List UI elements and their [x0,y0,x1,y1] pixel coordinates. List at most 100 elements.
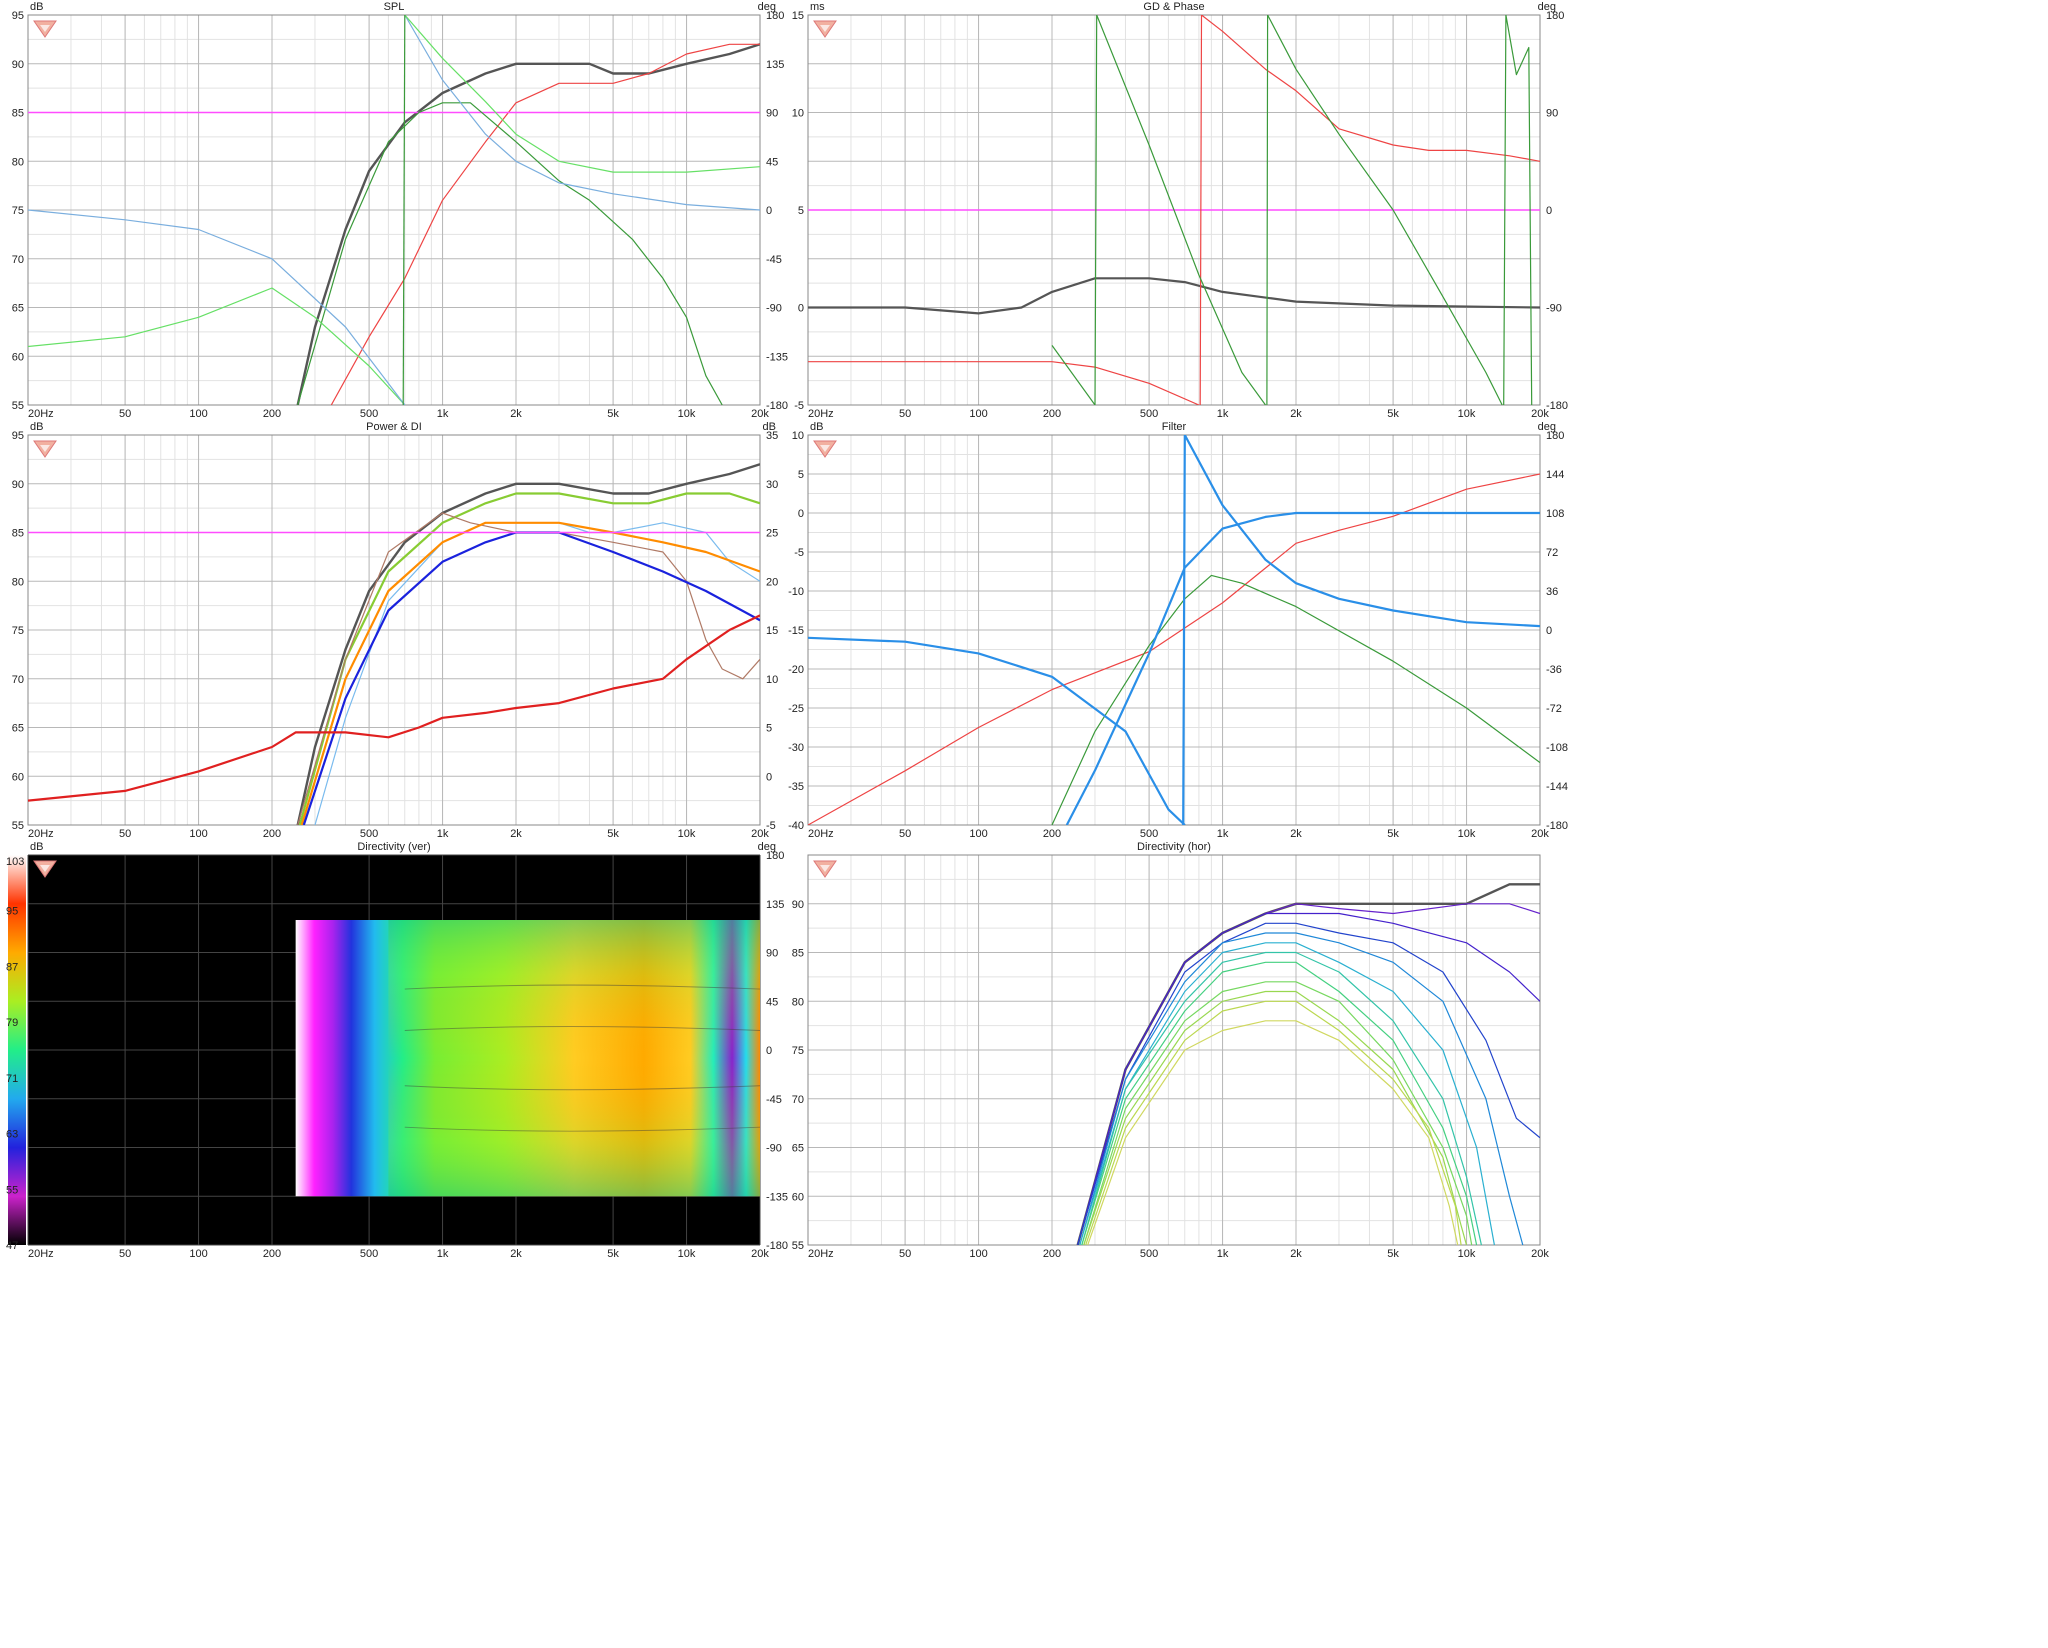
x-tick-label: 20k [751,828,769,840]
heatmap-contour-line [404,1026,761,1031]
x-tick-label: 50 [899,408,911,420]
x-tick-label: 20Hz [28,408,54,420]
y-tick-label: 70 [12,254,24,266]
panel-title: GD & Phase [1143,1,1204,13]
x-tick-label: 5k [607,1248,619,1260]
series-line-4 [28,287,406,405]
x-tick-label: 2k [1290,408,1302,420]
y2-tick-label: 35 [766,430,778,442]
series-line-6 [1081,951,1482,1245]
y2-tick-label: 30 [766,479,778,491]
y2-tick-label: -72 [1546,703,1562,715]
heart-shield-logo-icon [813,860,837,878]
x-tick-label: 50 [119,408,131,420]
unit-left-label: dB [810,421,823,433]
y2-tick-label: 0 [766,1045,772,1057]
series-line-0 [808,277,1540,315]
series-line-9 [1083,990,1468,1245]
y-tick-label: 90 [12,59,24,71]
y2-tick-label: 180 [1546,430,1564,442]
y-tick-label: -5 [794,400,804,412]
y2-tick-label: -5 [766,820,776,832]
x-tick-label: 5k [1387,408,1399,420]
series-line-2 [808,361,1200,405]
colorbar [8,855,26,1245]
y-tick-label: -40 [788,820,804,832]
x-tick-label: 10k [678,408,696,420]
unit-left-label: dB [30,841,43,853]
series-group [1076,883,1540,1245]
series-line-2 [1077,912,1540,1245]
series-group [808,435,1540,825]
series-line-8 [402,15,406,405]
x-tick-label: 500 [1140,828,1158,840]
x-tick-label: 200 [263,408,281,420]
y2-tick-label: 180 [766,850,784,862]
series-line-6 [404,15,760,211]
colorbar-tick-label: 87 [6,961,18,973]
y2-tick-label: 0 [1546,625,1552,637]
y2-tick-label: -90 [766,1143,782,1155]
x-tick-label: 20Hz [808,408,834,420]
y2-tick-label: -180 [766,1240,788,1252]
y2-tick-label: 10 [766,674,778,686]
y2-tick-label: 25 [766,528,778,540]
panel-dirh: Directivity (hor) 90 85 80 75 70 65 60 55 20Hz 50 1… [792,841,1550,1260]
series-line-3 [1199,15,1540,405]
heart-shield-logo-icon [33,20,57,38]
unit-right-label: deg [1538,1,1556,13]
x-tick-label: 20k [1531,408,1549,420]
y2-tick-label: -135 [766,351,788,363]
x-tick-label: 20k [1531,828,1549,840]
x-tick-label: 1k [1217,828,1229,840]
logo-inner-shape [820,25,830,32]
x-tick-label: 20k [1531,1248,1549,1260]
x-tick-label: 20k [751,1248,769,1260]
x-tick-label: 10k [1458,408,1476,420]
series-line-6 [1266,15,1503,405]
colorbar-tick-label: 55 [6,1184,18,1196]
heatmap-contour-line [404,1085,761,1091]
x-tick-label: 10k [678,828,696,840]
x-tick-label: 100 [969,828,987,840]
x-tick-label: 10k [1458,1248,1476,1260]
x-tick-label: 1k [437,408,449,420]
x-tick-label: 200 [1043,1248,1061,1260]
y-tick-label: 75 [12,625,24,637]
panel-title: Directivity (ver) [357,841,430,853]
colorbar-tick-label: 71 [6,1073,18,1085]
heart-shield-logo-icon [813,440,837,458]
x-tick-label: 500 [1140,1248,1158,1260]
y-tick-label: -10 [788,586,804,598]
x-tick-label: 2k [1290,828,1302,840]
x-tick-label: 5k [607,828,619,840]
y-tick-label: 85 [12,108,24,120]
x-tick-label: 50 [899,1248,911,1260]
series-line-4 [300,521,760,825]
x-tick-label: 1k [437,828,449,840]
colorbar-tick-label: 95 [6,906,18,918]
heatmap-offaxis-overlay [388,920,760,1197]
x-tick-label: 200 [263,1248,281,1260]
y2-tick-label: -90 [1546,303,1562,315]
y-tick-label: 80 [12,576,24,588]
y-tick-label: -5 [794,547,804,559]
y2-tick-label: 90 [1546,108,1558,120]
heart-shield-logo-icon [33,860,57,878]
x-tick-label: 500 [360,1248,378,1260]
unit-right-label: dB [763,421,776,433]
series-line-1 [1051,574,1540,825]
series-group [28,15,760,405]
y-tick-label: 80 [12,156,24,168]
y2-tick-label: 5 [766,723,772,735]
y-tick-label: -15 [788,625,804,637]
x-tick-label: 1k [1217,1248,1229,1260]
x-tick-label: 1k [1217,408,1229,420]
series-line-0 [296,463,760,825]
y-tick-label: 65 [792,1143,804,1155]
y2-tick-label: 0 [1546,205,1552,217]
y-tick-label: 55 [12,820,24,832]
panel-title: Filter [1162,421,1187,433]
series-group [28,463,760,825]
